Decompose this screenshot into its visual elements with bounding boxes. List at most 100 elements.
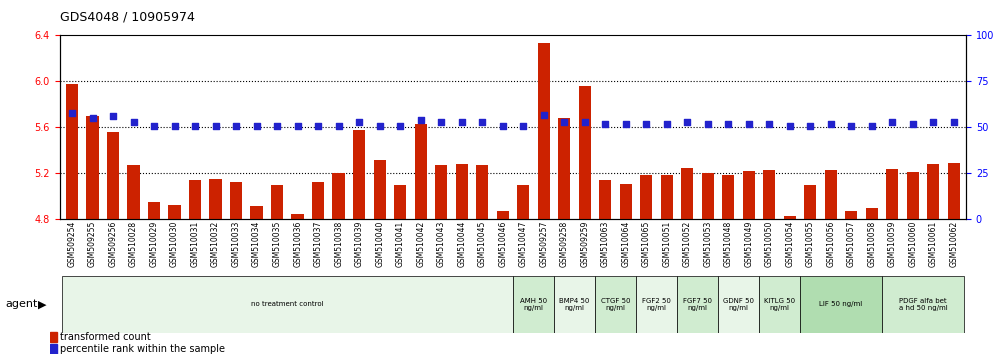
Point [679, 119, 695, 125]
FancyBboxPatch shape [595, 276, 636, 333]
Point [515, 123, 531, 129]
Bar [189, 181, 201, 219]
Point [412, 117, 428, 123]
Text: AMH 50
ng/ml: AMH 50 ng/ml [520, 298, 547, 311]
Text: FGF7 50
ng/ml: FGF7 50 ng/ml [683, 298, 712, 311]
Bar [250, 206, 263, 219]
Point [207, 123, 223, 129]
Text: GSM510059: GSM510059 [887, 221, 896, 267]
Text: GSM510048: GSM510048 [724, 221, 733, 267]
Text: GSM510036: GSM510036 [293, 221, 302, 267]
Bar [701, 173, 714, 219]
Bar [620, 184, 631, 219]
Text: GSM510060: GSM510060 [908, 221, 917, 267]
Point [720, 121, 736, 127]
FancyBboxPatch shape [677, 276, 718, 333]
Point [106, 114, 122, 119]
Text: GSM510047: GSM510047 [519, 221, 528, 267]
Bar [374, 160, 385, 219]
Text: GSM509254: GSM509254 [68, 221, 77, 267]
Point [392, 123, 408, 129]
Point [556, 119, 572, 125]
Bar [763, 170, 776, 219]
Point [125, 119, 141, 125]
Point [700, 121, 716, 127]
Point [495, 123, 511, 129]
Text: GSM510045: GSM510045 [478, 221, 487, 267]
Bar [906, 172, 919, 219]
Text: GSM510035: GSM510035 [273, 221, 282, 267]
Bar [804, 185, 817, 219]
Text: GSM510049: GSM510049 [744, 221, 753, 267]
Text: KITLG 50
ng/ml: KITLG 50 ng/ml [764, 298, 795, 311]
Point [166, 123, 182, 129]
Text: GSM510031: GSM510031 [190, 221, 199, 267]
Point [782, 123, 798, 129]
Bar [497, 211, 509, 219]
Bar [476, 165, 488, 219]
Point [290, 123, 306, 129]
Point [864, 123, 879, 129]
Point [310, 123, 326, 129]
Text: GSM510037: GSM510037 [314, 221, 323, 267]
Text: GSM509257: GSM509257 [539, 221, 548, 267]
Bar [538, 44, 550, 219]
Text: GSM510030: GSM510030 [170, 221, 179, 267]
Point [638, 121, 654, 127]
Point [803, 123, 819, 129]
Text: GSM510051: GSM510051 [662, 221, 671, 267]
FancyBboxPatch shape [882, 276, 964, 333]
Bar [947, 163, 960, 219]
Bar [312, 182, 325, 219]
Bar [209, 179, 222, 219]
Point [146, 123, 162, 129]
Text: GSM510063: GSM510063 [601, 221, 610, 267]
Text: LIF 50 ng/ml: LIF 50 ng/ml [820, 302, 863, 307]
Text: GSM510050: GSM510050 [765, 221, 774, 267]
Bar [886, 169, 898, 219]
Point [946, 119, 962, 125]
Point [454, 119, 470, 125]
Bar [784, 216, 796, 219]
Text: GSM510042: GSM510042 [416, 221, 425, 267]
Point [844, 123, 860, 129]
Bar [681, 168, 693, 219]
Bar [743, 171, 755, 219]
Text: agent: agent [5, 299, 38, 309]
Bar [640, 175, 652, 219]
Bar [127, 165, 139, 219]
Point [85, 115, 101, 121]
Bar [271, 185, 283, 219]
Text: GSM510040: GSM510040 [375, 221, 384, 267]
Bar [148, 202, 160, 219]
Point [598, 121, 614, 127]
Text: BMP4 50
ng/ml: BMP4 50 ng/ml [560, 298, 590, 311]
Text: GSM510043: GSM510043 [436, 221, 445, 267]
Text: GSM510041: GSM510041 [395, 221, 404, 267]
Bar [394, 185, 406, 219]
Bar [333, 173, 345, 219]
Bar [435, 165, 447, 219]
Text: GSM510054: GSM510054 [785, 221, 794, 267]
Bar [846, 211, 858, 219]
Text: GDS4048 / 10905974: GDS4048 / 10905974 [60, 11, 194, 24]
Point [741, 121, 757, 127]
Text: GSM510044: GSM510044 [457, 221, 466, 267]
Bar [866, 208, 877, 219]
Text: GSM510052: GSM510052 [682, 221, 692, 267]
Text: percentile rank within the sample: percentile rank within the sample [60, 344, 225, 354]
Point [658, 121, 674, 127]
Text: GSM509259: GSM509259 [581, 221, 590, 267]
Bar [558, 118, 571, 219]
FancyBboxPatch shape [62, 276, 513, 333]
Text: no treatment control: no treatment control [251, 302, 324, 307]
Text: GSM510029: GSM510029 [149, 221, 158, 267]
Bar [599, 181, 612, 219]
Bar [517, 185, 529, 219]
FancyBboxPatch shape [718, 276, 759, 333]
Point [904, 121, 920, 127]
Bar [825, 170, 837, 219]
Text: ▶: ▶ [38, 299, 47, 309]
Point [823, 121, 839, 127]
Bar [292, 214, 304, 219]
